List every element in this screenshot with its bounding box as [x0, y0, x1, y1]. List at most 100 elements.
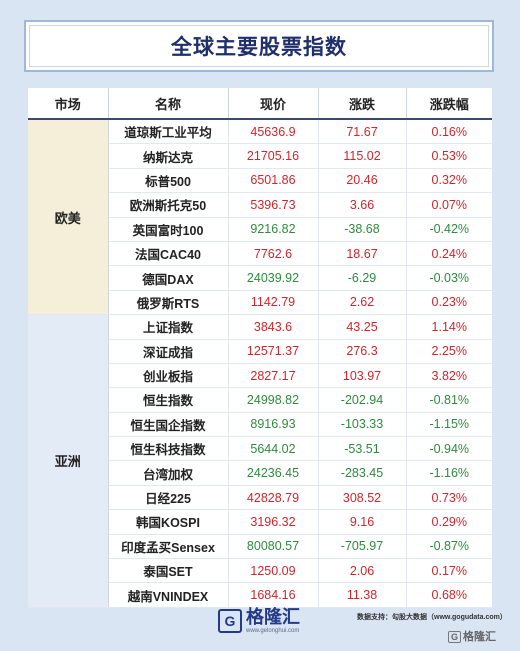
change-cell: -705.97: [318, 534, 407, 560]
change-cell: 308.52: [318, 485, 407, 511]
index-name-cell: 韩国KOSPI: [108, 509, 229, 535]
page-title: 全球主要股票指数: [171, 36, 347, 59]
index-name-cell: 道琼斯工业平均: [108, 119, 229, 145]
table-row: 亚洲 上证指数 3843.6 43.25 1.14%: [28, 314, 492, 608]
pct-cell: -0.42%: [406, 217, 492, 242]
pct-cell: -0.81%: [406, 387, 492, 413]
watermark-text: 格隆汇: [463, 631, 497, 643]
table-row: 英国富时100 9216.82 -38.68 -0.42%: [28, 217, 492, 242]
price-cell: 6501.86: [228, 168, 319, 194]
index-name-cell: 恒生指数: [108, 387, 229, 413]
pct-cell: 0.17%: [406, 558, 492, 584]
change-cell: 276.3: [318, 339, 407, 364]
price-cell: 1142.79: [228, 290, 319, 316]
title-banner: 全球主要股票指数: [24, 20, 494, 72]
index-name-cell: 纳斯达克: [108, 143, 229, 169]
table-row: 创业板指 2827.17 103.97 3.82%: [28, 363, 492, 389]
pct-cell: 2.25%: [406, 339, 492, 364]
pct-cell: 0.73%: [406, 485, 492, 511]
change-cell: 115.02: [318, 143, 407, 169]
change-cell: 71.67: [318, 119, 407, 145]
price-cell: 3843.6: [228, 314, 319, 340]
price-cell: 7762.6: [228, 241, 319, 267]
index-name-cell: 标普500: [108, 168, 229, 194]
index-table: 市场 名称 现价 涨跌 涨跌幅 欧美 道琼斯工业平均 45636.9 71.67 0.1…: [28, 88, 492, 608]
price-cell: 42828.79: [228, 485, 319, 511]
price-cell: 5644.02: [228, 436, 319, 462]
price-cell: 8916.93: [228, 412, 319, 438]
index-name-cell: 泰国SET: [108, 558, 229, 584]
index-name-cell: 深证成指: [108, 339, 229, 364]
change-cell: 103.97: [318, 363, 407, 389]
pct-cell: 0.07%: [406, 192, 492, 218]
table-row: 深证成指 12571.37 276.3 2.25%: [28, 339, 492, 364]
index-name-cell: 创业板指: [108, 363, 229, 389]
pct-cell: 0.16%: [406, 119, 492, 145]
table-row: 泰国SET 1250.09 2.06 0.17%: [28, 558, 492, 584]
table-row: 德国DAX 24039.92 -6.29 -0.03%: [28, 265, 492, 291]
price-cell: 21705.16: [228, 143, 319, 169]
change-cell: 11.38: [318, 582, 407, 608]
index-name-cell: 日经225: [108, 485, 229, 511]
corner-watermark: G 格隆汇: [448, 628, 496, 644]
footer-logo: G 格隆汇 www.gelonghui.com: [218, 608, 300, 634]
pct-cell: 0.29%: [406, 509, 492, 535]
logo-name: 格隆汇: [246, 607, 300, 627]
change-cell: 2.06: [318, 558, 407, 584]
price-cell: 3196.32: [228, 509, 319, 535]
index-name-cell: 恒生国企指数: [108, 412, 229, 438]
change-cell: -103.33: [318, 412, 407, 438]
index-table-container: 市场 名称 现价 涨跌 涨跌幅 欧美 道琼斯工业平均 45636.9 71.67 0.1…: [28, 88, 492, 608]
pct-cell: 3.82%: [406, 363, 492, 389]
table-row: 韩国KOSPI 3196.32 9.16 0.29%: [28, 509, 492, 535]
table-row: 台湾加权 24236.45 -283.45 -1.16%: [28, 460, 492, 486]
header-price: 现价: [228, 88, 319, 120]
table-body: 欧美 道琼斯工业平均 45636.9 71.67 0.16% 纳斯达克 21705.16 11…: [28, 119, 492, 608]
region-cell: 亚洲: [28, 314, 109, 608]
pct-cell: -0.87%: [406, 534, 492, 560]
change-cell: 43.25: [318, 314, 407, 340]
price-cell: 9216.82: [228, 217, 319, 242]
index-name-cell: 德国DAX: [108, 265, 229, 291]
index-name-cell: 法国CAC40: [108, 241, 229, 267]
title-inner-border: [29, 25, 489, 67]
header-change: 涨跌: [318, 88, 407, 120]
index-name-cell: 台湾加权: [108, 460, 229, 486]
pct-cell: 1.14%: [406, 314, 492, 340]
watermark-mark-icon: G: [448, 631, 462, 643]
table-row: 恒生指数 24998.82 -202.94 -0.81%: [28, 387, 492, 413]
price-cell: 12571.37: [228, 339, 319, 364]
price-cell: 24039.92: [228, 265, 319, 291]
change-cell: -202.94: [318, 387, 407, 413]
table-row: 日经225 42828.79 308.52 0.73%: [28, 485, 492, 511]
pct-cell: 0.68%: [406, 582, 492, 608]
change-cell: 9.16: [318, 509, 407, 535]
table-row: 恒生国企指数 8916.93 -103.33 -1.15%: [28, 412, 492, 438]
pct-cell: 0.23%: [406, 290, 492, 316]
price-cell: 2827.17: [228, 363, 319, 389]
header-market: 市场: [28, 88, 109, 120]
pct-cell: 0.53%: [406, 143, 492, 169]
change-cell: 3.66: [318, 192, 407, 218]
pct-cell: 0.24%: [406, 241, 492, 267]
table-row: 欧美 道琼斯工业平均 45636.9 71.67 0.16%: [28, 119, 492, 316]
index-name-cell: 英国富时100: [108, 217, 229, 242]
change-cell: -6.29: [318, 265, 407, 291]
table-row: 法国CAC40 7762.6 18.67 0.24%: [28, 241, 492, 267]
price-cell: 1684.16: [228, 582, 319, 608]
index-name-cell: 欧洲斯托克50: [108, 192, 229, 218]
table-row: 印度孟买Sensex 80080.57 -705.97 -0.87%: [28, 534, 492, 560]
table-row: 越南VNINDEX 1684.16 11.38 0.68%: [28, 582, 492, 608]
index-name-cell: 上证指数: [108, 314, 229, 340]
pct-cell: 0.32%: [406, 168, 492, 194]
price-cell: 80080.57: [228, 534, 319, 560]
table-row: 恒生科技指数 5644.02 -53.51 -0.94%: [28, 436, 492, 462]
logo-mark-icon: G: [218, 609, 242, 633]
change-cell: -38.68: [318, 217, 407, 242]
table-header-row: 市场 名称 现价 涨跌 涨跌幅: [28, 88, 492, 120]
region-cell: 欧美: [28, 119, 109, 316]
price-cell: 24236.45: [228, 460, 319, 486]
table-row: 标普500 6501.86 20.46 0.32%: [28, 168, 492, 194]
price-cell: 1250.09: [228, 558, 319, 584]
pct-cell: -1.16%: [406, 460, 492, 486]
